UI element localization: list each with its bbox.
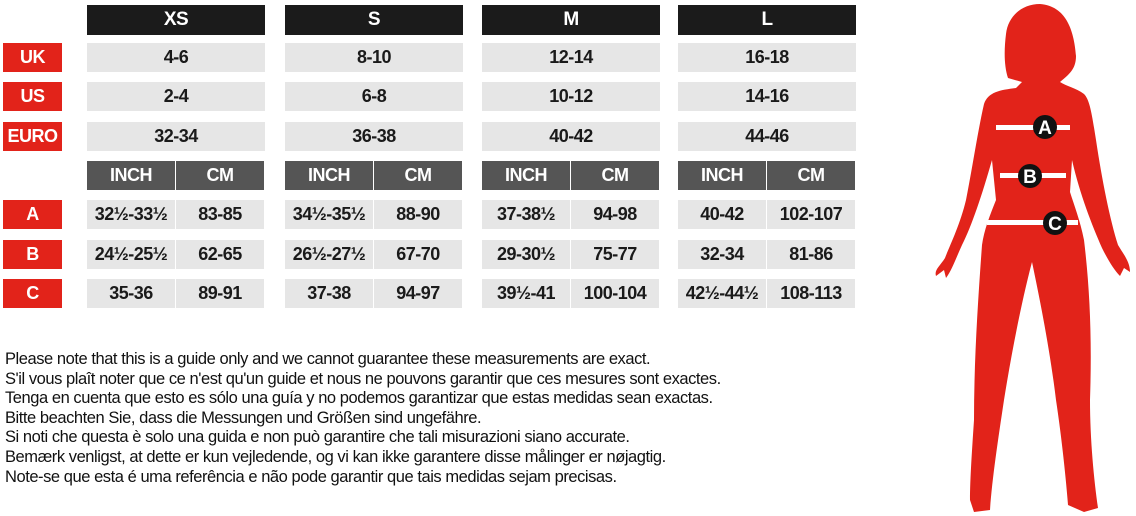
size-header-s: S bbox=[285, 5, 463, 35]
note-pt: Note-se que esta é uma referência e não … bbox=[5, 467, 617, 486]
region-size-cell: 10-12 bbox=[482, 82, 660, 111]
unit-header-cm: CM bbox=[767, 161, 855, 190]
unit-header-cm: CM bbox=[571, 161, 659, 190]
cm-cell: 88-90 bbox=[374, 200, 462, 229]
note-fr: S'il vous plaît noter que ce n'est qu'un… bbox=[5, 369, 721, 388]
marker-a-label: A bbox=[1038, 118, 1052, 139]
region-label-uk: UK bbox=[3, 43, 62, 72]
inch-cell: 37-38½ bbox=[482, 200, 570, 229]
unit-header-inch: INCH bbox=[87, 161, 175, 190]
region-size-cell: 8-10 bbox=[285, 43, 463, 72]
note-en: Please note that this is a guide only an… bbox=[5, 350, 651, 368]
region-size-cell: 12-14 bbox=[482, 43, 660, 72]
marker-a-circle bbox=[1033, 115, 1057, 139]
note-da: Bemærk venligst, at dette er kun vejlede… bbox=[5, 447, 666, 466]
marker-b-label: B bbox=[1023, 167, 1037, 188]
unit-header-inch: INCH bbox=[285, 161, 373, 190]
region-size-cell: 44-46 bbox=[678, 122, 856, 151]
region-size-cell: 32-34 bbox=[87, 122, 265, 151]
unit-header-cm: CM bbox=[374, 161, 462, 190]
cm-cell: 89-91 bbox=[176, 279, 264, 308]
note-it: Si noti che questa è solo una guida e no… bbox=[5, 428, 630, 447]
unit-header-inch: INCH bbox=[482, 161, 570, 190]
body-silhouette bbox=[935, 4, 1130, 512]
region-label-us: US bbox=[3, 82, 62, 111]
region-size-cell: 2-4 bbox=[87, 82, 265, 111]
size-header-xs: XS bbox=[87, 5, 265, 35]
inch-cell: 26½-27½ bbox=[285, 240, 373, 269]
inch-cell: 40-42 bbox=[678, 200, 766, 229]
inch-cell: 39½-41 bbox=[482, 279, 570, 308]
unit-header-inch: INCH bbox=[678, 161, 766, 190]
cm-cell: 67-70 bbox=[374, 240, 462, 269]
measurement-label-c: C bbox=[3, 279, 62, 308]
marker-c-circle bbox=[1043, 211, 1067, 235]
region-size-cell: 40-42 bbox=[482, 122, 660, 151]
measurement-label-b: B bbox=[3, 240, 62, 269]
measurement-label-a: A bbox=[3, 200, 62, 229]
cm-cell: 83-85 bbox=[176, 200, 264, 229]
region-label-euro: EURO bbox=[3, 122, 62, 151]
cm-cell: 108-113 bbox=[767, 279, 855, 308]
inch-cell: 29-30½ bbox=[482, 240, 570, 269]
region-size-cell: 4-6 bbox=[87, 43, 265, 72]
region-size-cell: 14-16 bbox=[678, 82, 856, 111]
band-c bbox=[987, 220, 1078, 225]
inch-cell: 35-36 bbox=[87, 279, 175, 308]
cm-cell: 81-86 bbox=[767, 240, 855, 269]
region-size-cell: 16-18 bbox=[678, 43, 856, 72]
unit-header-cm: CM bbox=[176, 161, 264, 190]
inch-cell: 24½-25½ bbox=[87, 240, 175, 269]
band-a bbox=[996, 125, 1070, 130]
cm-cell: 94-98 bbox=[571, 200, 659, 229]
inch-cell: 34½-35½ bbox=[285, 200, 373, 229]
inch-cell: 37-38 bbox=[285, 279, 373, 308]
region-size-cell: 6-8 bbox=[285, 82, 463, 111]
note-es: Tenga en cuenta que esto es sólo una guí… bbox=[5, 389, 713, 408]
disclaimer-notes: Please note that this is a guide only an… bbox=[5, 350, 721, 487]
marker-c-label: C bbox=[1048, 214, 1062, 235]
size-header-l: L bbox=[678, 5, 856, 35]
cm-cell: 102-107 bbox=[767, 200, 855, 229]
size-header-m: M bbox=[482, 5, 660, 35]
region-size-cell: 36-38 bbox=[285, 122, 463, 151]
note-de: Bitte beachten Sie, dass die Messungen u… bbox=[5, 408, 482, 427]
cm-cell: 94-97 bbox=[374, 279, 462, 308]
cm-cell: 75-77 bbox=[571, 240, 659, 269]
female-silhouette-icon: A B C bbox=[935, 4, 1130, 512]
cm-cell: 100-104 bbox=[571, 279, 659, 308]
inch-cell: 32½-33½ bbox=[87, 200, 175, 229]
marker-b-circle bbox=[1018, 164, 1042, 188]
cm-cell: 62-65 bbox=[176, 240, 264, 269]
inch-cell: 42½-44½ bbox=[678, 279, 766, 308]
inch-cell: 32-34 bbox=[678, 240, 766, 269]
